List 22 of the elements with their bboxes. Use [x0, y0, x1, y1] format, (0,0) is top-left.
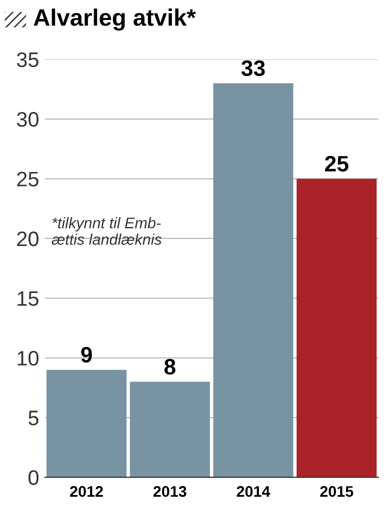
y-tick-label: 10: [18, 350, 38, 366]
data-label: 8: [164, 358, 176, 375]
bar: [213, 83, 294, 478]
bar: [46, 370, 127, 478]
bar: [296, 178, 377, 478]
y-tick-label: 30: [16, 112, 38, 127]
y-tick-label: 0: [28, 470, 38, 486]
data-label: 9: [81, 346, 92, 363]
annotation: *tilkynnt til Emb- ættis landlæknis: [52, 217, 162, 245]
data-label: 33: [241, 60, 265, 76]
y-tick-label: 20: [17, 231, 38, 246]
x-tick-label: 2014: [236, 486, 270, 497]
chart-title: Alvarleg atvik*: [34, 8, 196, 31]
y-tick-label: 25: [17, 172, 38, 187]
x-tick-label: 2012: [70, 486, 103, 497]
y-tick-label: 5: [28, 410, 38, 426]
data-label: 25: [325, 156, 348, 172]
y-tick-label: 35: [16, 52, 38, 68]
x-tick-label: 2015: [320, 486, 354, 497]
x-tick-label: 2013: [153, 486, 186, 497]
bar: [130, 382, 210, 478]
y-tick-label: 15: [18, 291, 38, 306]
